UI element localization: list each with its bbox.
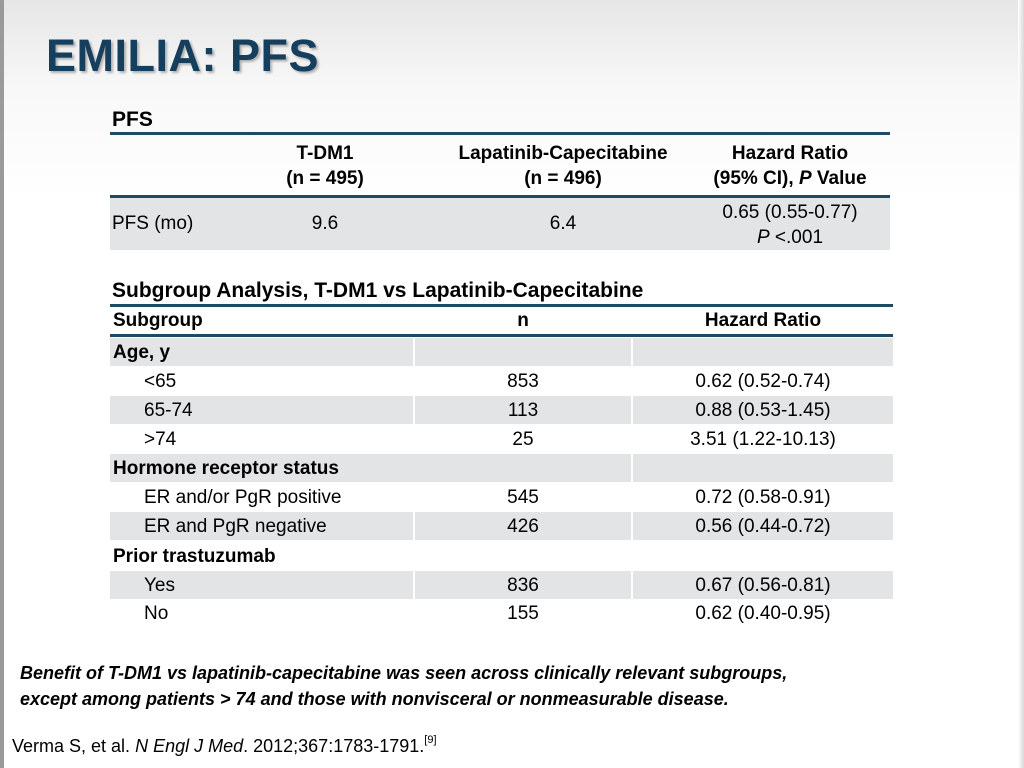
subgroup-label: ER and PgR negative (144, 516, 327, 537)
pfs-col-tdm1: T-DM1 (n = 495) (260, 141, 390, 191)
group-label: Prior trastuzumab (113, 546, 276, 567)
pfs-col-hr: Hazard Ratio (95% CI), P Value (690, 141, 890, 191)
pfs-table-header-rule (110, 195, 890, 198)
pfs-col-lapcap-n: (n = 496) (524, 168, 602, 189)
hr-value: 0.56 (0.44-0.72) (695, 516, 831, 537)
pfs-row-p-value: P <.001 (756, 227, 824, 248)
group-label: Age, y (113, 342, 171, 363)
pfs-row-label: PFS (mo) (112, 213, 194, 234)
pfs-row-hr-value: 0.65 (0.55-0.77) (722, 202, 858, 223)
subgroup-table-header-rule (110, 334, 893, 337)
n-value: 426 (507, 516, 539, 537)
subgroup-label: ER and/or PgR positive (144, 487, 342, 508)
citation: Verma S, et al. N Engl J Med. 2012;367:1… (12, 734, 437, 757)
table-row: 65-74 113 0.88 (0.53-1.45) (110, 396, 893, 424)
table-row: <65 853 0.62 (0.52-0.74) (110, 367, 893, 395)
right-border (1018, 0, 1024, 768)
subgroup-label: >74 (144, 429, 177, 450)
pfs-col-tdm1-name: T-DM1 (296, 143, 354, 164)
slide-title: EMILIA: PFS (46, 30, 319, 81)
table-row: Prior trastuzumab (110, 542, 893, 570)
pfs-col-tdm1-n: (n = 495) (286, 168, 364, 189)
table-row: Hormone receptor status (110, 454, 893, 482)
subgroup-label: No (144, 603, 169, 624)
table-row: Age, y (110, 338, 893, 366)
n-value: 836 (507, 575, 539, 596)
subgroup-label: <65 (144, 371, 177, 392)
conclusion-text: Benefit of T-DM1 vs lapatinib-capecitabi… (20, 660, 1010, 712)
n-value: 853 (507, 371, 539, 392)
pfs-row-tdm1: 9.6 (311, 213, 339, 234)
n-value: 155 (507, 603, 539, 624)
n-value: 113 (507, 400, 539, 421)
group-label: Hormone receptor status (113, 458, 339, 479)
subgroup-col-header: Subgroup (113, 310, 203, 331)
citation-journal: N Engl J Med (135, 736, 244, 756)
pfs-row-lapcap: 6.4 (549, 213, 577, 234)
table-row: ER and/or PgR positive 545 0.72 (0.58-0.… (110, 483, 893, 511)
conclusion-line-1: Benefit of T-DM1 vs lapatinib-capecitabi… (20, 663, 788, 683)
table-row: >74 25 3.51 (1.22-10.13) (110, 425, 893, 453)
table-row: ER and PgR negative 426 0.56 (0.44-0.72) (110, 512, 893, 540)
citation-ref: [9] (424, 734, 437, 746)
pfs-table-row: PFS (mo) 9.6 6.4 0.65 (0.55-0.77) P <.00… (110, 198, 890, 250)
pfs-table-header: T-DM1 (n = 495) Lapatinib-Capecitabine (… (110, 135, 890, 195)
hr-value: 3.51 (1.22-10.13) (690, 429, 836, 450)
conclusion-line-2: except among patients > 74 and those wit… (20, 689, 729, 709)
subgroup-label: 65-74 (144, 400, 193, 421)
citation-authors: Verma S, et al. (12, 736, 136, 756)
table-row: Yes 836 0.67 (0.56-0.81) (110, 571, 893, 599)
hazard-ratio-col-header: Hazard Ratio (704, 310, 822, 331)
n-value: 25 (512, 429, 534, 450)
table-row: No 155 0.62 (0.40-0.95) (110, 599, 893, 627)
pfs-table-top-rule (110, 132, 890, 135)
citation-details: . 2012;367:1783-1791. (243, 736, 425, 756)
n-value: 545 (507, 487, 539, 508)
pfs-row-hr: 0.65 (0.55-0.77) P <.001 (690, 200, 890, 250)
subgroup-label: Yes (144, 575, 175, 596)
subgroup-table-top-rule (110, 304, 893, 307)
pfs-col-hr-sub: (95% CI), P Value (713, 168, 867, 189)
n-col-header: n (517, 310, 529, 331)
subgroup-table-heading: Subgroup Analysis, T-DM1 vs Lapatinib-Ca… (112, 279, 644, 302)
pfs-col-hr-name: Hazard Ratio (731, 143, 849, 164)
hr-value: 0.62 (0.40-0.95) (695, 603, 831, 624)
left-border (0, 0, 4, 768)
hr-value: 0.88 (0.53-1.45) (695, 400, 831, 421)
hr-value: 0.62 (0.52-0.74) (695, 371, 831, 392)
hr-value: 0.67 (0.56-0.81) (695, 575, 831, 596)
pfs-col-lapcap: Lapatinib-Capecitabine (n = 496) (428, 141, 698, 191)
pfs-table-heading: PFS (112, 108, 153, 131)
hr-value: 0.72 (0.58-0.91) (695, 487, 831, 508)
pfs-col-lapcap-name: Lapatinib-Capecitabine (458, 143, 668, 164)
